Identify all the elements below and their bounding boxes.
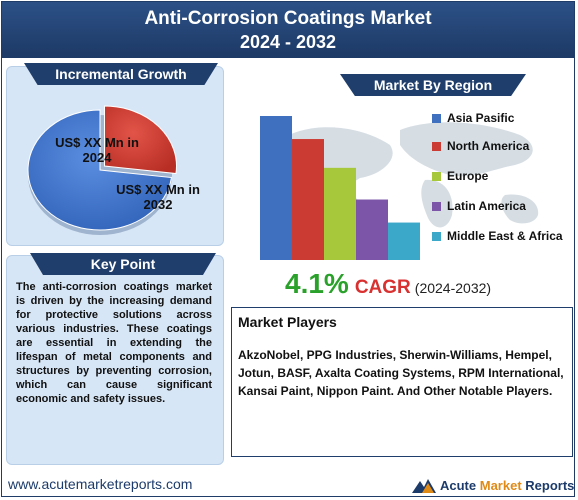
cagr-line: 4.1% CAGR (2024-2032) [285,268,491,300]
market-players-text: AkzoNobel, PPG Industries, Sherwin-Willi… [238,348,564,398]
key-point-panel [6,255,224,465]
legend-item-asia-pacific: Asia Pasific [432,110,514,126]
market-by-region-ribbon: Market By Region [340,74,526,96]
legend-label-asia-pacific: Asia Pasific [447,111,515,125]
cagr-years: (2024-2032) [414,280,492,296]
pie-label-2032-line1: US$ XX Mn in [116,182,200,197]
legend-item-europe: Europe [432,168,488,184]
legend-swatch-north-america [432,141,441,151]
legend-label-middle-east-africa: Middle East & Africa [447,229,563,243]
bar-north-america [292,139,324,260]
legend-swatch-middle-east-africa [432,231,441,241]
legend-swatch-latin-america [432,201,441,211]
legend-label-europe: Europe [447,169,489,183]
footer-logo: Acute Market Reports [412,477,574,493]
bar-asia-pasific [260,116,292,260]
legend-label-north-america: North America [447,139,530,153]
legend-item-north-america: North America [432,138,529,154]
brand-word-market: Market [479,477,522,493]
legend-swatch-asia-pacific [432,113,441,123]
cagr-label: CAGR [354,277,411,298]
region-bar-chart [260,116,420,260]
bar-latin-america [356,199,388,260]
incremental-growth-ribbon: Incremental Growth [24,63,218,85]
page-title: Anti-Corrosion Coatings Market [144,8,432,29]
footer-website-link[interactable]: www.acutemarketreports.com [8,476,193,492]
pie-label-2024-line2: 2024 [82,150,112,165]
pie-label-2024: US$ XX Mn in 2024 [52,135,142,165]
incremental-growth-pie [27,105,177,235]
brand-word-acute: Acute [440,477,477,493]
pie-slice-2024 [104,105,177,175]
cagr-value: 4.1% [285,268,349,299]
market-players-title: Market Players [238,314,337,330]
pie-slice-2032 [27,109,173,231]
legend-label-latin-america: Latin America [447,199,526,213]
brand-word-reports: Reports [525,477,575,493]
pie-label-2032: US$ XX Mn in 2032 [110,182,206,212]
bar-europe [324,167,356,260]
footer-brand: Acute Market Reports [440,478,574,493]
legend-item-latin-america: Latin America [432,198,526,214]
title-banner: Anti-Corrosion Coatings Market 2024 - 20… [2,2,574,58]
pie-label-2032-line2: 2032 [143,197,173,212]
key-point-text: The anti-corrosion coatings market is dr… [16,281,212,405]
key-point-ribbon: Key Point [30,253,216,275]
legend-swatch-europe [432,171,441,181]
legend-item-middle-east-africa: Middle East & Africa [432,228,563,244]
pie-label-2024-line1: US$ XX Mn in [55,135,139,150]
bar-middle-east-africa [388,222,420,260]
market-players-box [231,307,573,457]
page-subtitle-years: 2024 - 2032 [239,32,337,52]
logo-mountain-icon [412,479,436,493]
